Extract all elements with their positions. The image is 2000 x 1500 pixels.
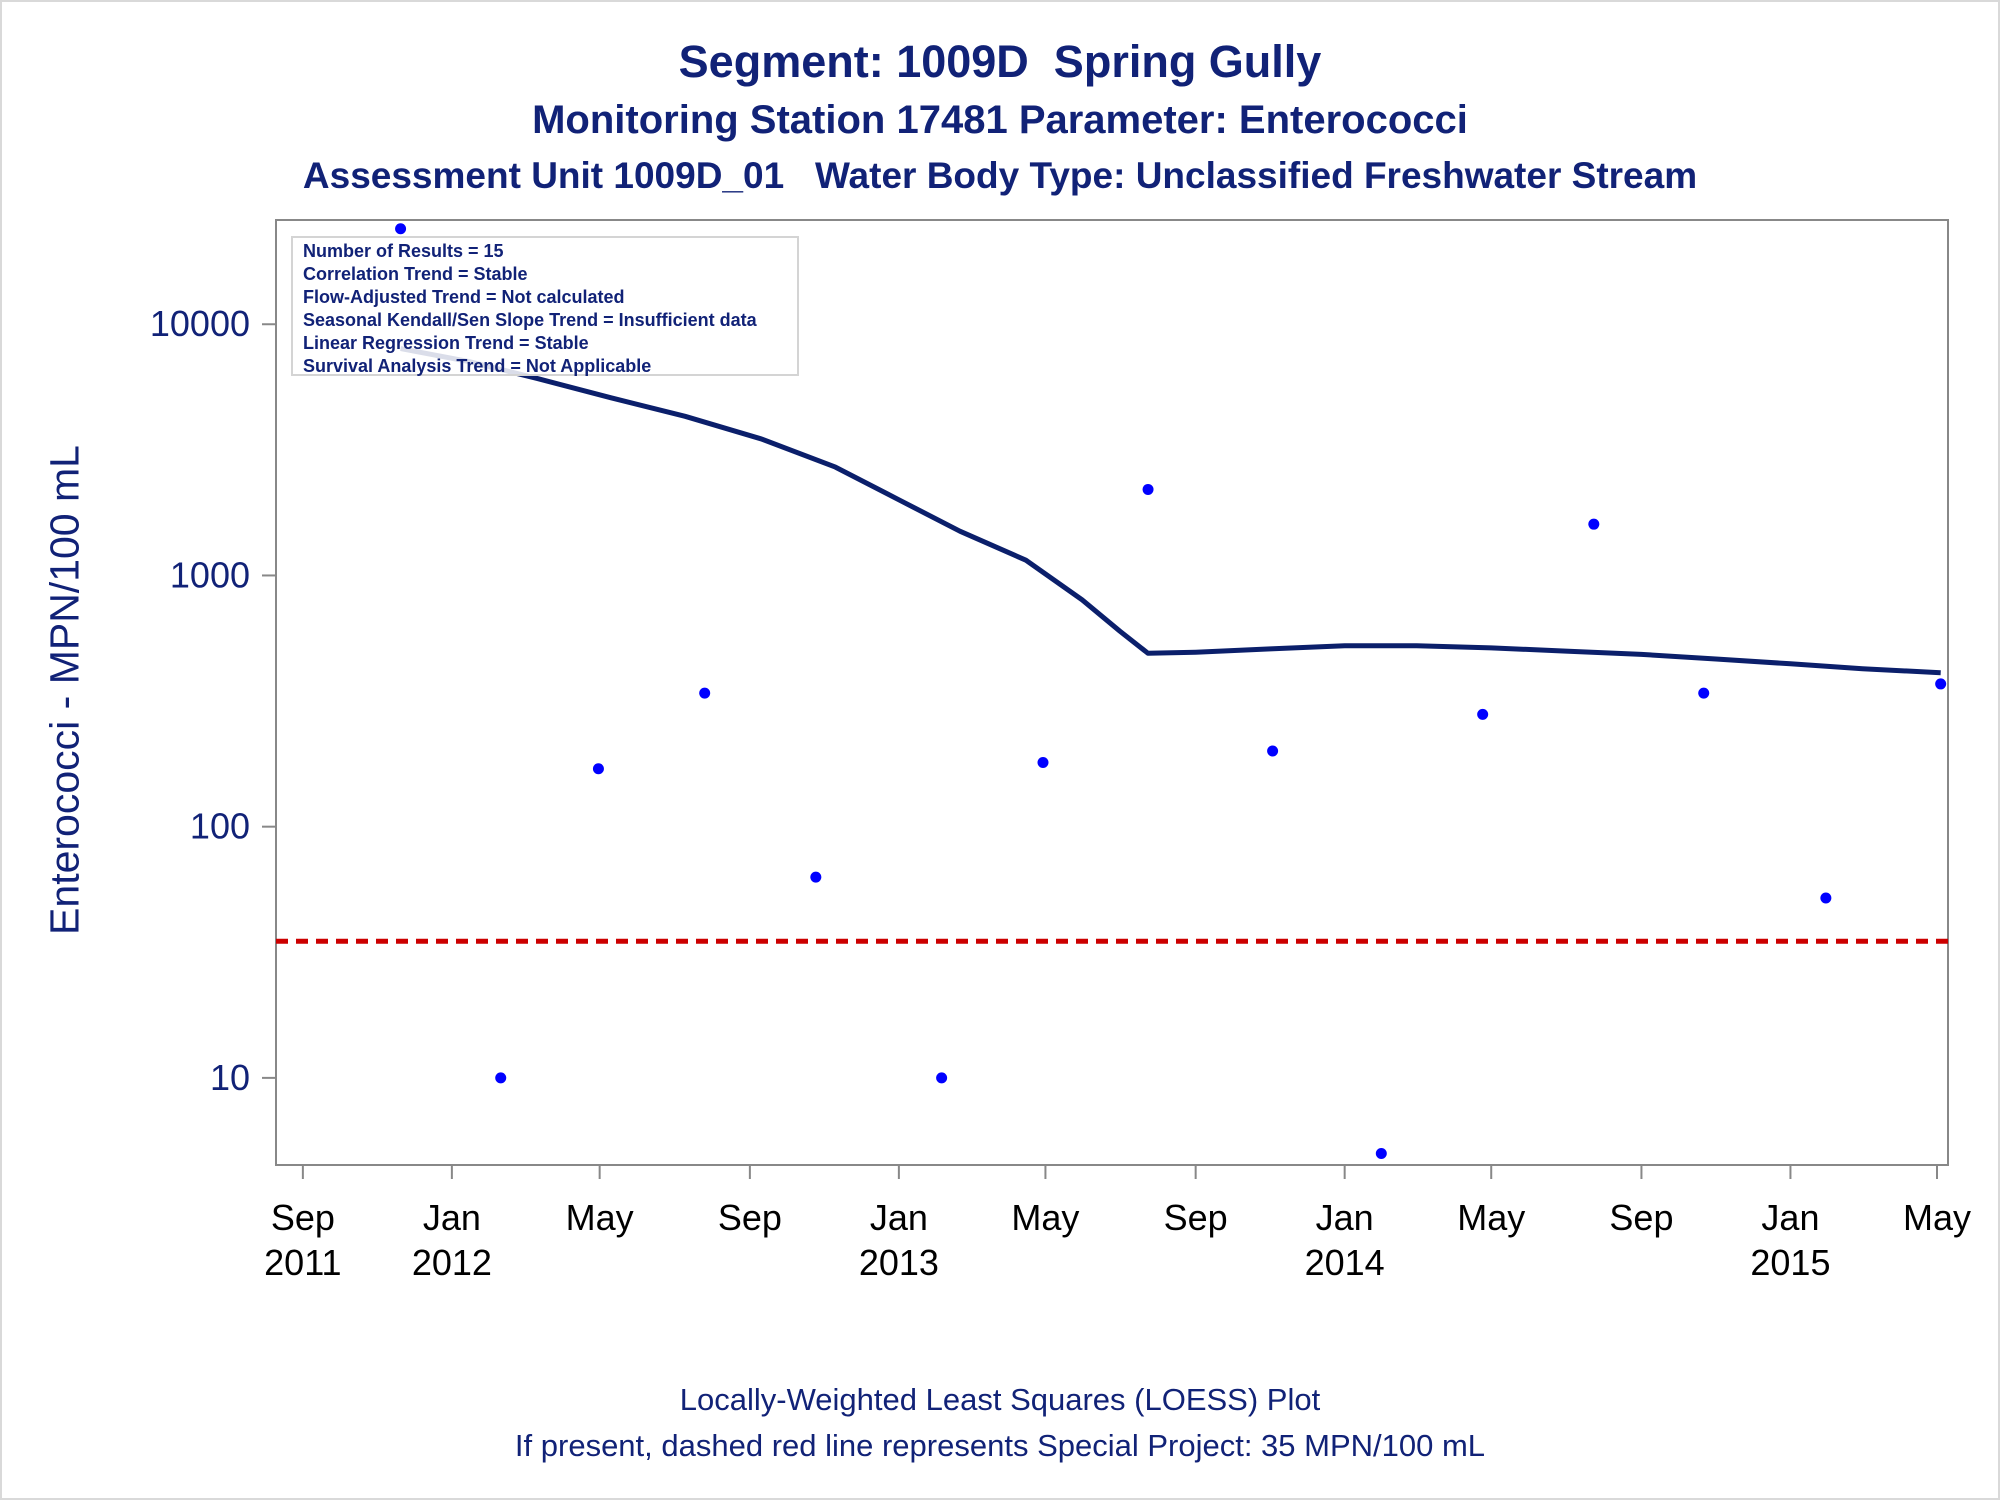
data-point — [1037, 757, 1049, 769]
legend-line-flow-adjusted: Flow-Adjusted Trend = Not calculated — [303, 287, 625, 307]
y-tick-label: 100 — [190, 806, 250, 847]
trend-legend: Number of Results = 15 Correlation Trend… — [291, 236, 799, 376]
x-tick-label: May — [1457, 1197, 1525, 1238]
data-point — [1935, 678, 1947, 690]
data-point — [1267, 745, 1279, 757]
x-tick-year-label: 2012 — [412, 1242, 492, 1283]
x-tick-label: May — [1903, 1197, 1971, 1238]
legend-line-survival-analysis: Survival Analysis Trend = Not Applicable — [303, 356, 652, 376]
legend-line-seasonal-kendall: Seasonal Kendall/Sen Slope Trend = Insuf… — [303, 310, 757, 330]
data-point — [1477, 708, 1489, 720]
x-tick-year-label: 2011 — [264, 1242, 341, 1283]
data-point — [1142, 483, 1154, 495]
y-tick-label: 1000 — [170, 554, 250, 595]
x-tick-year-label: 2015 — [1750, 1242, 1830, 1283]
data-point — [1698, 687, 1710, 699]
x-tick-year-label: 2014 — [1305, 1242, 1385, 1283]
x-tick-label: Sep — [718, 1197, 782, 1238]
chart-subtitle-2: Assessment Unit 1009D_01 Water Body Type… — [302, 155, 1698, 196]
chart-title: Segment: 1009D Spring Gully — [678, 36, 1322, 87]
x-tick-label: Jan — [1761, 1197, 1819, 1238]
data-point — [810, 871, 822, 883]
data-point — [1588, 518, 1600, 530]
data-point — [1820, 892, 1832, 904]
x-tick-label: Sep — [1164, 1197, 1228, 1238]
footnote-loess: Locally-Weighted Least Squares (LOESS) P… — [679, 1382, 1321, 1417]
data-point — [592, 763, 604, 775]
data-point — [1375, 1148, 1387, 1160]
footnote-reference-line: If present, dashed red line represents S… — [514, 1428, 1486, 1463]
x-tick-label: Jan — [423, 1197, 481, 1238]
legend-line-results: Number of Results = 15 — [303, 241, 504, 261]
legend-line-linear-regression: Linear Regression Trend = Stable — [303, 333, 589, 353]
y-tick-label: 10000 — [150, 303, 250, 344]
data-point — [936, 1072, 948, 1084]
x-tick-label: Sep — [271, 1197, 335, 1238]
data-point — [495, 1072, 507, 1084]
x-tick-year-label: 2013 — [859, 1242, 939, 1283]
x-tick-label: Sep — [1609, 1197, 1673, 1238]
plot-border — [275, 219, 1949, 1166]
loess-curve — [400, 346, 1941, 676]
chart-subtitle: Monitoring Station 17481 Parameter: Ente… — [532, 98, 1468, 142]
y-tick-label: 10 — [210, 1057, 250, 1098]
data-point — [699, 687, 711, 699]
x-tick-label: Jan — [870, 1197, 928, 1238]
x-tick-label: Jan — [1316, 1197, 1374, 1238]
data-point — [395, 223, 407, 235]
x-tick-label: May — [1011, 1197, 1079, 1238]
legend-line-correlation: Correlation Trend = Stable — [303, 264, 528, 284]
x-tick-label: May — [566, 1197, 634, 1238]
